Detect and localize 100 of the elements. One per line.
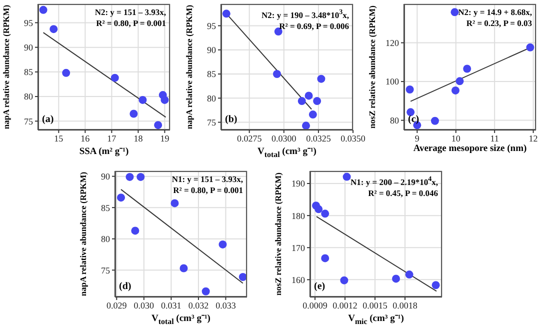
point (314, 205, 323, 214)
point (222, 10, 230, 18)
point (39, 6, 48, 14)
annotation: (c) (408, 114, 420, 125)
annotation: (a) (42, 114, 54, 125)
x-tick-label: 18 (134, 133, 144, 144)
point (313, 97, 322, 106)
point (304, 92, 313, 100)
annotation: N2: y = 14.9 + 8.68x, (458, 7, 532, 18)
x-tick-label: 0.0009 (302, 300, 328, 310)
y-axis-title: nosZ relative abundance (RPKM) (273, 172, 284, 298)
x-tick-label: 0.0275 (236, 133, 262, 144)
annotation: R² = 0.69, P = 0.006 (278, 20, 349, 32)
x-tick-label: 19 (160, 133, 170, 144)
x-tick-label: 0.0350 (340, 133, 366, 144)
point (136, 172, 145, 181)
point (130, 110, 138, 118)
y-tick-label: 75 (24, 116, 34, 126)
point (321, 210, 330, 218)
point (450, 8, 459, 16)
point (126, 172, 134, 181)
annotation: N2: y = 190 – 3.48*10$^{3}$x, (262, 7, 349, 21)
x-tick-label: 11 (490, 133, 499, 144)
x-tick-label: 0.0018 (392, 300, 418, 310)
x-axis-title: V$_{total}$ (cm³ g⁻¹) (150, 313, 212, 326)
point (342, 172, 351, 181)
annotation: R² = 0.23, P = 0.03 (465, 18, 532, 29)
y-tick-label: 80 (207, 93, 216, 104)
annotation: R² = 0.80, P = 0.001 (95, 18, 166, 29)
point (406, 85, 414, 94)
x-tick-label: 0.032 (188, 300, 209, 310)
y-tick-label: 75 (207, 117, 216, 128)
point (432, 281, 440, 290)
annotation: R² = 0.45, P = 0.046 (367, 188, 438, 199)
y-axis-title: napA relative abundance (RPKM) (78, 170, 89, 298)
y-tick-label: 180 (292, 210, 306, 221)
y-tick-label: 85 (24, 67, 34, 78)
point (302, 122, 310, 130)
point (272, 70, 281, 78)
y-tick-label: 85 (101, 202, 110, 213)
point (50, 25, 58, 34)
point (274, 28, 282, 36)
y-tick-label: 75 (101, 265, 110, 276)
x-tick-label: 17 (107, 133, 117, 144)
y-tick-label: 90 (101, 172, 110, 182)
point (298, 97, 306, 106)
x-tick-label: 0.0015 (362, 300, 388, 310)
y-axis-title: napA relative abundance (RPKM) (184, 4, 195, 132)
x-tick-label: 12 (528, 133, 538, 144)
point (463, 64, 472, 73)
point (405, 270, 414, 279)
x-axis-title: V$_{total}$ (cm³ g⁻¹) (256, 146, 318, 159)
y-tick-label: 100 (386, 76, 400, 87)
x-axis-title: SSA (m² g⁻¹) (78, 146, 130, 157)
annotation: R² = 0.80, P = 0.001 (172, 185, 243, 196)
point (117, 194, 125, 202)
point (202, 287, 210, 296)
x-tick-label: 0.0012 (332, 300, 358, 310)
point (451, 86, 460, 94)
y-axis-title: nosZ relative abundance (RPKM) (367, 4, 378, 130)
point (160, 96, 169, 104)
x-tick-label: 0.0300 (272, 133, 297, 144)
point (62, 68, 70, 77)
annotation: N1: y = 151 – 3.93x, (172, 174, 243, 185)
x-tick-label: 0.033 (216, 300, 236, 310)
point (238, 272, 247, 281)
annotation: (e) (314, 281, 326, 292)
point (317, 74, 326, 83)
y-tick-label: 120 (386, 38, 400, 48)
y-tick-label: 90 (207, 45, 216, 56)
y-axis-title: napA relative abundance (RPKM) (1, 4, 12, 132)
y-tick-label: 190 (292, 178, 306, 189)
y-tick-label: 160 (292, 274, 306, 285)
point (110, 74, 119, 82)
y-tick-label: 80 (390, 116, 400, 126)
annotation: N1: y = 200 – 2.19*10$^{4}$x, (350, 174, 438, 188)
x-tick-label: 10 (451, 133, 461, 144)
annotation: N2: y = 151 – 3.93x, (94, 7, 166, 18)
point (154, 121, 162, 130)
x-tick-label: 0.0325 (306, 133, 332, 144)
point (308, 110, 317, 119)
point (138, 96, 147, 104)
y-tick-label: 95 (207, 20, 216, 31)
x-tick-label: 0.031 (161, 300, 182, 310)
point (170, 199, 179, 208)
point (180, 264, 188, 272)
point (321, 254, 330, 262)
x-axis-title: V$_{mic}$ (cm³ g⁻¹) (347, 313, 405, 326)
point (340, 276, 348, 284)
point (456, 77, 464, 86)
x-tick-label: 9 (414, 133, 420, 144)
y-tick-label: 85 (207, 69, 216, 80)
annotation: (b) (225, 114, 238, 125)
point (430, 116, 439, 125)
x-tick-label: 16 (80, 133, 90, 144)
y-tick-label: 80 (101, 234, 110, 244)
point (131, 226, 140, 235)
x-axis-title: Average mesopore size (nm) (412, 144, 528, 154)
y-tick-label: 90 (24, 42, 34, 53)
annotation: (d) (119, 281, 132, 292)
